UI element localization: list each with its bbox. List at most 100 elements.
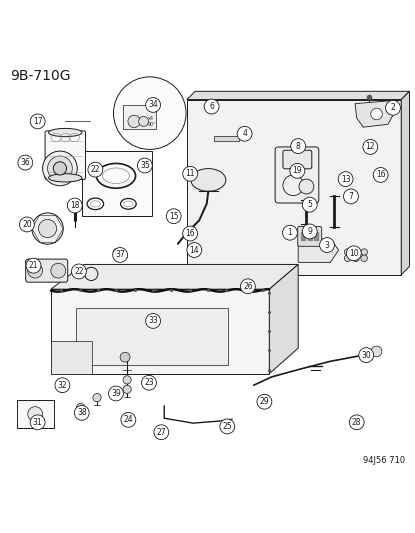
Ellipse shape xyxy=(49,174,82,182)
Circle shape xyxy=(32,213,63,244)
Circle shape xyxy=(74,406,89,420)
Text: 22: 22 xyxy=(90,165,100,174)
Circle shape xyxy=(373,167,388,182)
Circle shape xyxy=(237,126,252,141)
Text: 17: 17 xyxy=(33,117,42,126)
FancyBboxPatch shape xyxy=(275,147,319,203)
Circle shape xyxy=(55,378,70,393)
Text: 34: 34 xyxy=(148,100,158,109)
Circle shape xyxy=(113,247,127,262)
Circle shape xyxy=(361,255,367,262)
Text: 24: 24 xyxy=(124,415,133,424)
Text: 18: 18 xyxy=(70,201,80,210)
Circle shape xyxy=(128,115,140,127)
Circle shape xyxy=(220,419,235,434)
Text: 35: 35 xyxy=(140,161,150,170)
Circle shape xyxy=(204,99,219,114)
Circle shape xyxy=(320,238,334,253)
Text: 28: 28 xyxy=(352,418,361,427)
FancyBboxPatch shape xyxy=(298,227,322,246)
Text: 6: 6 xyxy=(209,102,214,111)
Ellipse shape xyxy=(96,164,136,188)
Circle shape xyxy=(290,164,305,178)
Circle shape xyxy=(349,415,364,430)
Circle shape xyxy=(183,226,198,241)
Circle shape xyxy=(123,385,131,393)
Circle shape xyxy=(353,249,359,255)
Circle shape xyxy=(299,179,314,194)
Circle shape xyxy=(386,100,400,115)
Text: 36: 36 xyxy=(20,158,30,167)
Text: 4: 4 xyxy=(242,130,247,138)
Circle shape xyxy=(302,197,317,212)
Circle shape xyxy=(338,172,353,187)
Circle shape xyxy=(371,346,382,357)
Text: 12: 12 xyxy=(366,142,375,151)
Text: 9B-710G: 9B-710G xyxy=(10,69,70,84)
Circle shape xyxy=(120,352,130,362)
FancyBboxPatch shape xyxy=(283,150,312,169)
Circle shape xyxy=(28,263,43,278)
Circle shape xyxy=(113,248,121,256)
Circle shape xyxy=(146,313,161,328)
Circle shape xyxy=(142,375,156,390)
Circle shape xyxy=(51,263,66,278)
Polygon shape xyxy=(187,91,410,100)
Ellipse shape xyxy=(191,168,226,191)
Circle shape xyxy=(359,348,374,362)
Text: 25: 25 xyxy=(222,422,232,431)
Text: 19: 19 xyxy=(293,166,302,175)
Circle shape xyxy=(240,279,255,294)
Circle shape xyxy=(137,158,152,173)
Circle shape xyxy=(71,264,86,279)
Ellipse shape xyxy=(124,201,133,207)
Circle shape xyxy=(187,243,202,257)
Text: 16: 16 xyxy=(186,229,195,238)
Polygon shape xyxy=(298,240,339,262)
Circle shape xyxy=(363,140,378,155)
Text: x4
90°: x4 90° xyxy=(148,116,156,127)
Circle shape xyxy=(353,255,359,262)
Text: 16: 16 xyxy=(376,171,386,180)
Polygon shape xyxy=(187,100,401,274)
Circle shape xyxy=(116,248,124,256)
Circle shape xyxy=(121,413,136,427)
Text: 38: 38 xyxy=(77,408,87,417)
Circle shape xyxy=(291,139,305,154)
Text: 2: 2 xyxy=(391,103,395,112)
Circle shape xyxy=(166,209,181,224)
Text: 37: 37 xyxy=(115,251,125,260)
Polygon shape xyxy=(269,264,298,374)
Circle shape xyxy=(28,407,43,422)
FancyBboxPatch shape xyxy=(123,105,156,129)
Text: 21: 21 xyxy=(29,261,38,270)
Text: 26: 26 xyxy=(243,282,253,291)
Text: 11: 11 xyxy=(186,169,195,178)
Circle shape xyxy=(88,162,103,177)
Circle shape xyxy=(257,394,272,409)
Text: 7: 7 xyxy=(349,192,354,201)
Text: 33: 33 xyxy=(148,317,158,326)
Text: 9: 9 xyxy=(307,227,312,236)
Text: 94J56 710: 94J56 710 xyxy=(363,456,405,465)
Circle shape xyxy=(283,225,298,240)
Text: 5: 5 xyxy=(307,200,312,209)
Polygon shape xyxy=(51,341,92,374)
Circle shape xyxy=(344,255,351,262)
Circle shape xyxy=(48,156,72,181)
Text: 23: 23 xyxy=(144,378,154,387)
Circle shape xyxy=(283,175,303,196)
Text: 27: 27 xyxy=(156,427,166,437)
Circle shape xyxy=(123,376,131,384)
Circle shape xyxy=(109,386,123,401)
Polygon shape xyxy=(401,91,410,274)
Bar xyxy=(32,417,39,424)
Circle shape xyxy=(344,189,359,204)
Bar xyxy=(82,151,152,216)
Circle shape xyxy=(344,249,351,255)
Text: 10: 10 xyxy=(349,249,359,258)
Circle shape xyxy=(76,403,85,411)
Polygon shape xyxy=(51,264,298,289)
Polygon shape xyxy=(51,289,269,374)
Bar xyxy=(214,136,239,141)
